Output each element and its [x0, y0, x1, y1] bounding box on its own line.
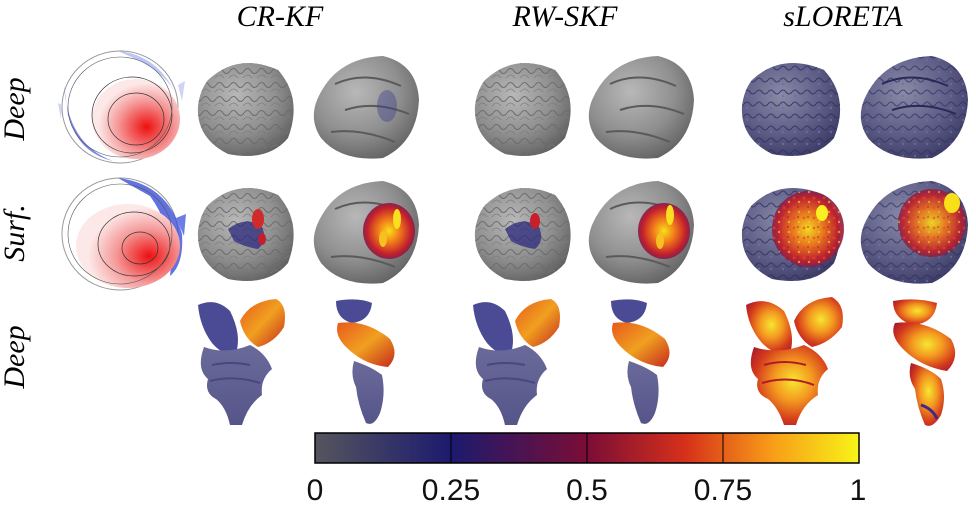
colorbar-tick-05: 0.5	[566, 474, 608, 507]
colorbar-tick-025: 0.25	[421, 474, 481, 507]
brain-rw-skf-surface-oblique	[588, 181, 694, 284]
row-label-deep-1: Deep	[0, 77, 31, 141]
brain-rw-skf-deep-lateral	[474, 62, 571, 156]
brain-sloreta-surface-lateral	[741, 187, 844, 281]
brain-sloreta-deep-lateral	[741, 62, 841, 156]
deep-structure-cr-kf-side	[336, 299, 395, 424]
colorbar	[314, 432, 860, 464]
brain-rw-skf-surface-lateral	[474, 187, 571, 281]
topomap-deep	[58, 50, 185, 164]
topomap-surface	[61, 177, 186, 291]
row-label-surface: Surf.	[0, 204, 31, 262]
brain-cr-kf-surface-lateral	[197, 187, 294, 281]
colorbar-tick-075: 0.75	[693, 474, 753, 507]
deep-structure-rw-skf-side	[611, 299, 670, 424]
brain-cr-kf-deep-oblique	[313, 56, 419, 159]
deep-structure-sloreta-side	[893, 299, 956, 426]
row-label-deep-2: Deep	[0, 325, 31, 389]
deep-structure-cr-kf-front	[198, 299, 285, 425]
colorbar-tick-1: 1	[849, 474, 867, 507]
brain-rw-skf-deep-oblique	[588, 56, 694, 159]
deep-structure-rw-skf-front	[473, 299, 560, 425]
brain-sloreta-deep-oblique	[860, 56, 968, 159]
column-title-sloreta: sLORETA	[783, 0, 903, 33]
deep-structure-sloreta-front	[746, 297, 843, 425]
brain-cr-kf-surface-oblique	[313, 181, 419, 284]
colorbar-tick-0: 0	[306, 474, 324, 507]
brain-cr-kf-deep-lateral	[197, 62, 294, 156]
brain-sloreta-surface-oblique	[860, 181, 968, 284]
column-title-rw-skf: RW-SKF	[512, 0, 618, 33]
column-title-cr-kf: CR-KF	[236, 0, 324, 33]
